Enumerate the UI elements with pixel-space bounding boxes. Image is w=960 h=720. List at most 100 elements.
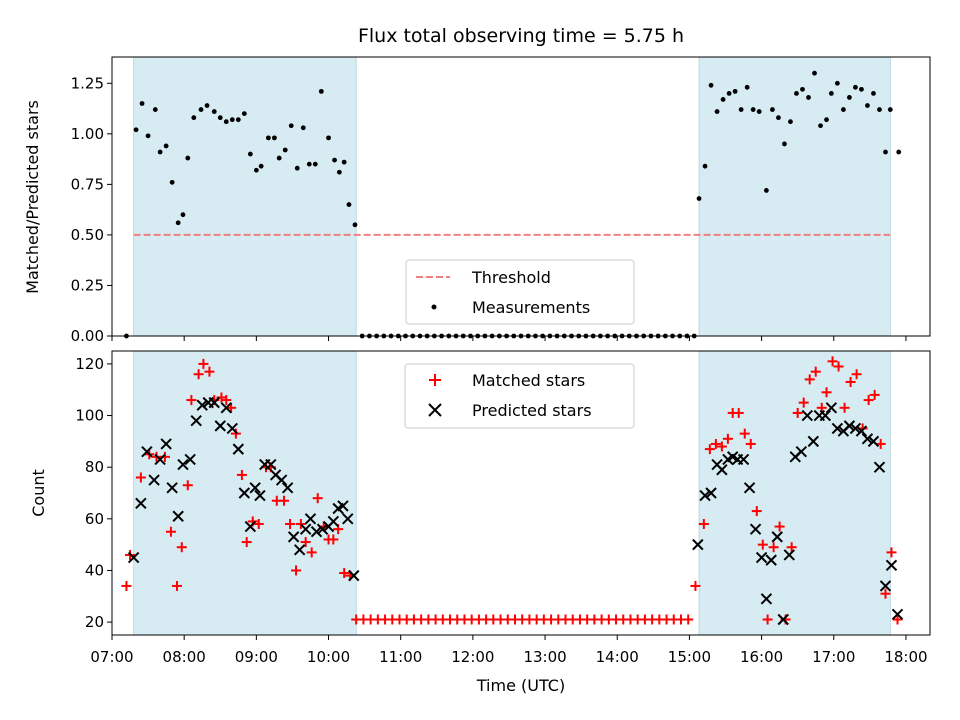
ratio-legend: Threshold Measurements <box>405 259 635 325</box>
measurement-point <box>806 95 811 100</box>
measurement-point <box>853 84 858 90</box>
matched-star-point <box>869 389 880 400</box>
measurement-point <box>145 133 151 139</box>
matched-star-point <box>176 542 187 553</box>
y-tick-label: 120 <box>75 355 104 373</box>
predicted-star-point <box>220 402 232 414</box>
predicted-star-point <box>855 425 868 437</box>
measurement-point <box>834 80 840 86</box>
matched-star-point <box>827 356 838 367</box>
measurement-point <box>702 163 708 169</box>
x-tick-label: 07:00 <box>90 648 133 666</box>
measurement-point <box>782 141 787 147</box>
measurement-point <box>229 117 235 123</box>
measurement-point <box>306 161 312 167</box>
ratio-legend-box <box>405 259 635 325</box>
matched-star-point <box>751 506 762 517</box>
y-tick-label: 60 <box>85 510 104 528</box>
measurement-point <box>346 202 352 207</box>
measurement-point <box>294 165 300 171</box>
ratio-x-ticks <box>111 336 907 341</box>
predicted-star-point <box>281 482 294 494</box>
measurement-point <box>133 127 139 133</box>
matched-star-point <box>285 518 296 529</box>
x-tick-label: 18:00 <box>884 648 927 666</box>
predicted-star-point <box>765 554 777 566</box>
predicted-star-point <box>148 474 160 486</box>
matched-star-point <box>279 495 290 506</box>
shaded-region-1 <box>133 56 357 337</box>
predicted-star-point <box>760 593 773 605</box>
matched-star-point <box>710 438 721 449</box>
matched-star-point <box>165 526 176 537</box>
y-tick-label: 80 <box>85 458 104 476</box>
x-tick-label: 16:00 <box>740 648 783 666</box>
predicted-star-point <box>293 544 306 556</box>
measurement-point <box>738 107 744 112</box>
matched-star-point <box>804 374 815 385</box>
matched-star-point <box>762 614 773 625</box>
measurement-point <box>300 125 306 131</box>
matched-star-point <box>886 547 897 558</box>
measurement-point <box>318 88 324 94</box>
predicted-star-point <box>743 482 756 494</box>
measurement-point <box>217 115 223 121</box>
ratio-axes-frame <box>111 56 931 337</box>
matched-star-point <box>193 369 204 380</box>
measurement-point <box>175 220 181 226</box>
predicted-star-point <box>849 422 862 435</box>
predicted-star-point <box>819 409 832 422</box>
measurement-point <box>258 163 264 169</box>
matched-star-point <box>768 542 779 553</box>
x-tick-label: 17:00 <box>812 648 855 666</box>
matched-star-point <box>757 539 768 550</box>
matched-star-point <box>339 568 350 579</box>
predicted-star-point <box>166 482 178 494</box>
y-tick-label: 0.25 <box>71 276 104 294</box>
predicted-stars-points <box>127 396 904 626</box>
matched-star-point <box>698 518 709 529</box>
measurement-point <box>750 107 756 112</box>
predicted-star-point <box>184 453 196 466</box>
measurement-point <box>312 161 318 167</box>
matched-star-point <box>745 438 756 449</box>
measurement-point <box>288 123 294 129</box>
measurement-point <box>282 147 288 153</box>
measurement-point <box>824 117 829 123</box>
predicted-star-point <box>177 458 189 471</box>
matched-star-point <box>821 387 832 398</box>
predicted-star-point <box>304 513 317 525</box>
measurement-point <box>847 95 852 100</box>
count-shaded-regions <box>133 350 891 636</box>
predicted-star-point <box>716 464 728 476</box>
predicted-star-point <box>316 523 329 535</box>
legend-measurements-swatch <box>431 304 437 310</box>
measurement-point <box>732 88 738 94</box>
count-legend-box <box>404 363 635 429</box>
matched-star-point <box>683 614 694 625</box>
predicted-star-point <box>232 443 245 455</box>
matched-star-point <box>774 521 785 532</box>
predicted-star-point <box>310 526 323 538</box>
matched-star-point <box>733 407 744 418</box>
measurement-point <box>840 107 846 112</box>
matched-star-point <box>204 366 215 377</box>
legend-matched-swatch <box>429 374 441 386</box>
measurement-point <box>744 84 750 90</box>
matched-star-point <box>135 472 146 483</box>
matched-star-point <box>792 407 803 418</box>
measurement-point <box>276 155 282 161</box>
measurement-point <box>800 86 805 92</box>
predicted-star-point <box>141 445 153 458</box>
x-tick-label: 15:00 <box>668 648 711 666</box>
predicted-star-point <box>699 489 711 502</box>
count-x-ticks: 07:00 08:00 09:00 10:00 11:00 12:00 13:00 14:00… <box>90 635 928 666</box>
matched-star-point <box>226 402 237 413</box>
predicted-star-point <box>265 458 277 471</box>
count-x-axis-label: Time (UTC) <box>476 676 565 695</box>
predicted-star-point <box>299 523 312 535</box>
matched-star-point <box>690 580 701 591</box>
measurement-point <box>352 222 358 228</box>
matched-star-point <box>833 361 844 372</box>
x-tick-label: 11:00 <box>379 648 422 666</box>
